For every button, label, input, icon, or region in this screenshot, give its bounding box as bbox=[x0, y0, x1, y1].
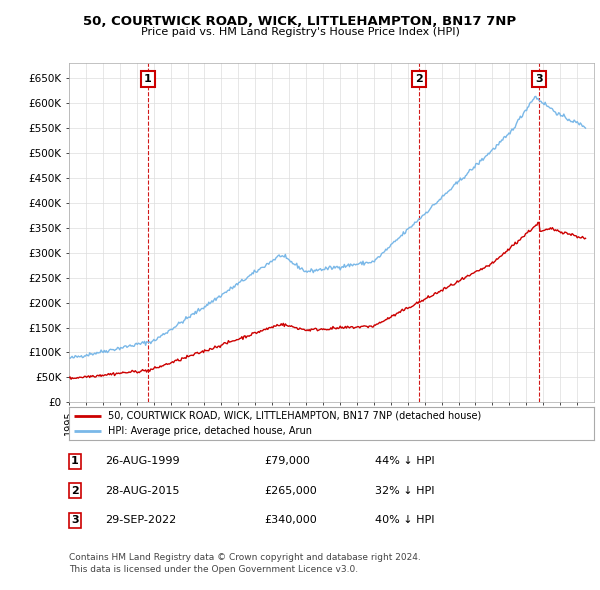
Text: 40% ↓ HPI: 40% ↓ HPI bbox=[375, 516, 434, 525]
Text: 1: 1 bbox=[144, 74, 152, 84]
Text: 3: 3 bbox=[535, 74, 543, 84]
Text: 2: 2 bbox=[415, 74, 422, 84]
Text: 32% ↓ HPI: 32% ↓ HPI bbox=[375, 486, 434, 496]
Text: Price paid vs. HM Land Registry's House Price Index (HPI): Price paid vs. HM Land Registry's House … bbox=[140, 27, 460, 37]
Text: 44% ↓ HPI: 44% ↓ HPI bbox=[375, 457, 434, 466]
Text: 1: 1 bbox=[71, 457, 79, 466]
Text: 29-SEP-2022: 29-SEP-2022 bbox=[105, 516, 176, 525]
Text: 50, COURTWICK ROAD, WICK, LITTLEHAMPTON, BN17 7NP (detached house): 50, COURTWICK ROAD, WICK, LITTLEHAMPTON,… bbox=[109, 411, 482, 421]
Text: £265,000: £265,000 bbox=[264, 486, 317, 496]
Text: 28-AUG-2015: 28-AUG-2015 bbox=[105, 486, 179, 496]
Text: 2: 2 bbox=[71, 486, 79, 496]
Text: Contains HM Land Registry data © Crown copyright and database right 2024.
This d: Contains HM Land Registry data © Crown c… bbox=[69, 553, 421, 574]
Text: 3: 3 bbox=[71, 516, 79, 525]
Text: 26-AUG-1999: 26-AUG-1999 bbox=[105, 457, 179, 466]
Text: 50, COURTWICK ROAD, WICK, LITTLEHAMPTON, BN17 7NP: 50, COURTWICK ROAD, WICK, LITTLEHAMPTON,… bbox=[83, 15, 517, 28]
Text: £340,000: £340,000 bbox=[264, 516, 317, 525]
Text: HPI: Average price, detached house, Arun: HPI: Average price, detached house, Arun bbox=[109, 426, 313, 436]
Text: £79,000: £79,000 bbox=[264, 457, 310, 466]
